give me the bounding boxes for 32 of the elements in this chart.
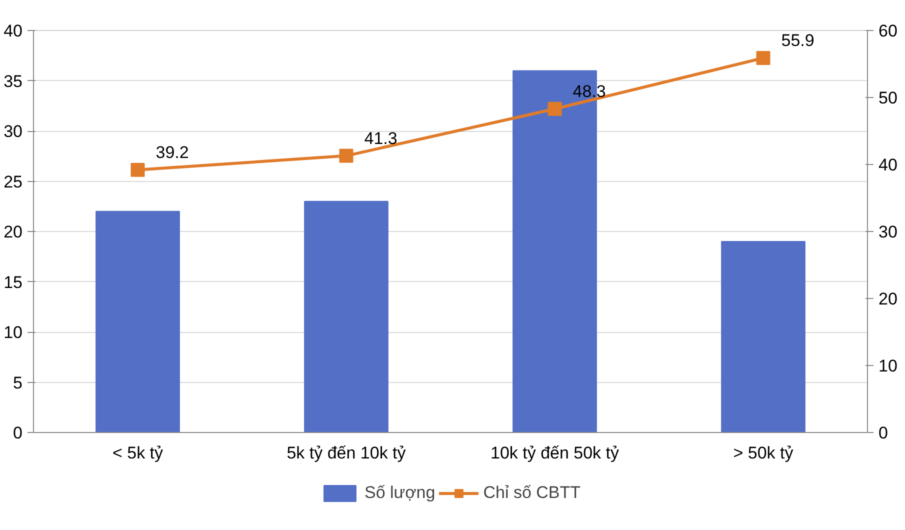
data-label: 41.3 [364, 128, 398, 148]
y-tick-label: 15 [4, 272, 23, 292]
y2-tick-label: 30 [878, 222, 898, 242]
y-tick-label: 10 [4, 323, 23, 342]
y-tick-label: 30 [4, 122, 23, 141]
y-tick-label: 35 [4, 72, 23, 91]
y2-tick-label: 0 [878, 424, 888, 442]
bar [96, 210, 180, 432]
data-label: 55.9 [781, 30, 814, 50]
y-tick-label: 0 [13, 424, 23, 442]
bar [304, 200, 388, 432]
y-tick-label: 25 [4, 172, 23, 192]
y2-tick-label: 10 [878, 356, 898, 376]
y-tick-label: 40 [4, 22, 23, 40]
y2-tick-label: 60 [878, 22, 898, 40]
point [339, 148, 354, 163]
point [756, 50, 770, 65]
x-tick-label: > 50k tỷ [733, 444, 794, 462]
x-tick-label: 10k tỷ đến 50k tỷ [490, 444, 620, 462]
x-tick-label: < 5k tỷ [112, 444, 164, 462]
y-tick-label: 20 [4, 222, 23, 242]
legend-label: Số lượng [364, 482, 436, 502]
y2-tick-label: 40 [878, 156, 898, 174]
x-tick-label: 5k tỷ đến 10k tỷ [286, 444, 406, 462]
data-label: 39.2 [156, 142, 189, 162]
y-tick-label: 5 [13, 373, 23, 392]
y2-tick-label: 20 [878, 290, 898, 308]
point [130, 162, 145, 177]
point [548, 102, 562, 116]
y2-tick-label: 50 [878, 88, 898, 108]
bar [721, 241, 806, 432]
legend-label: Chỉ số CBTT [483, 482, 581, 502]
